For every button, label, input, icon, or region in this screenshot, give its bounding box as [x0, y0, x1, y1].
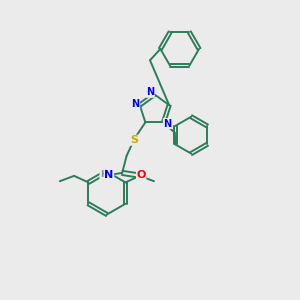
- Text: N: N: [104, 170, 114, 180]
- Text: N: N: [131, 99, 140, 109]
- Text: O: O: [136, 170, 146, 180]
- Text: N: N: [146, 87, 154, 97]
- Text: H: H: [100, 170, 108, 179]
- Text: S: S: [130, 135, 138, 145]
- Text: N: N: [163, 118, 172, 129]
